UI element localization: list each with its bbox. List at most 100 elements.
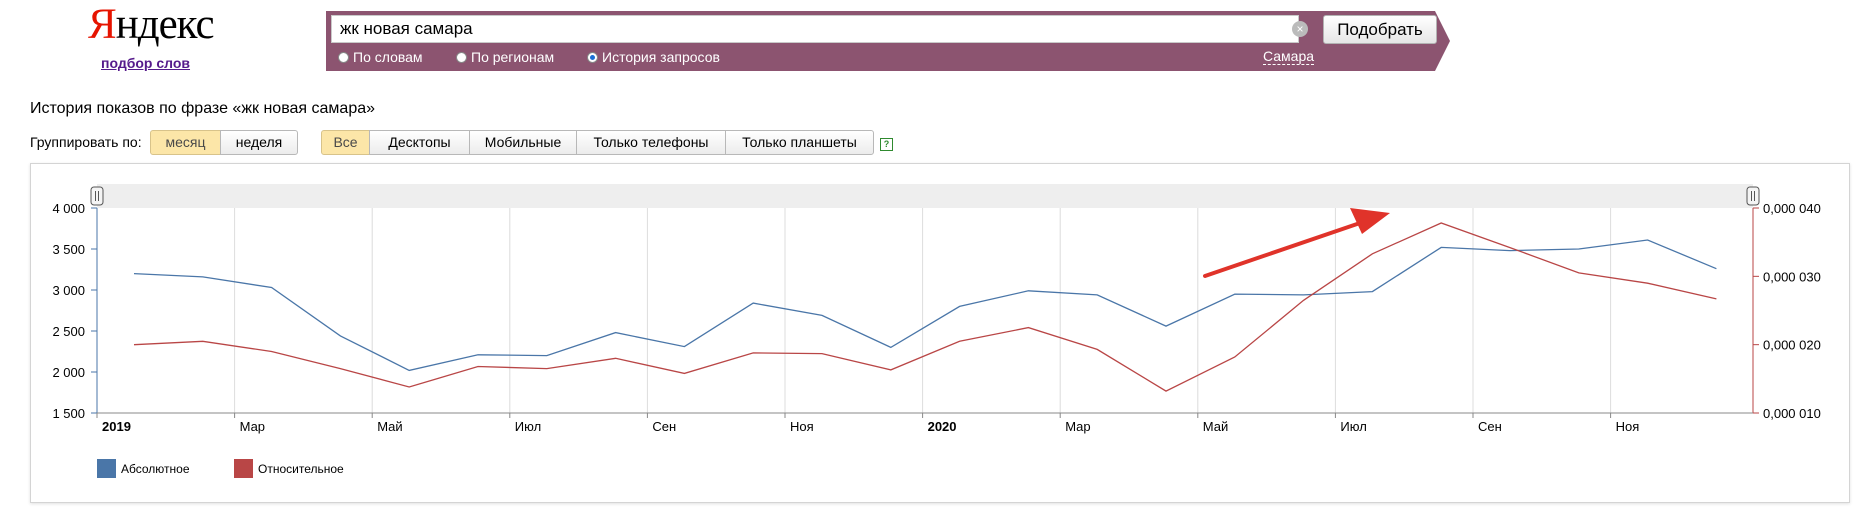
x-tick-label: Ноя xyxy=(790,419,814,434)
absolute-point xyxy=(338,334,342,338)
search-button[interactable]: Подобрать xyxy=(1323,15,1437,44)
range-navigator[interactable] xyxy=(97,184,1753,208)
relative-point xyxy=(1508,246,1512,250)
series-relative-line xyxy=(133,222,1717,392)
left-tick-label: 1 500 xyxy=(52,406,85,421)
relative-point xyxy=(958,339,962,343)
series-points xyxy=(132,221,1718,393)
relative-point xyxy=(1370,252,1374,256)
group-week-button[interactable]: неделя xyxy=(220,130,298,155)
group-month-button[interactable]: месяц xyxy=(150,130,221,155)
absolute-point xyxy=(407,368,411,372)
x-tick-label: Сен xyxy=(652,419,676,434)
device-tablets-button[interactable]: Только планшеты xyxy=(725,130,874,155)
absolute-point xyxy=(889,345,893,349)
grouping-label: Группировать по: xyxy=(30,134,142,150)
device-desktop-button[interactable]: Десктопы xyxy=(369,130,470,155)
series-absolute-line xyxy=(133,239,1717,372)
absolute-point xyxy=(751,301,755,305)
relative-point xyxy=(407,385,411,389)
left-tick-label: 2 000 xyxy=(52,365,85,380)
absolute-point xyxy=(1164,324,1168,328)
range-handle-right[interactable] xyxy=(1746,186,1760,206)
mode-by-regions-radio[interactable]: По регионам xyxy=(456,49,554,65)
left-tick-label: 3 500 xyxy=(52,242,85,257)
absolute-point xyxy=(1302,293,1306,297)
device-phones-button[interactable]: Только телефоны xyxy=(576,130,726,155)
radio-label: По регионам xyxy=(471,49,555,65)
right-tick-label: 0,000 030 xyxy=(1763,269,1821,284)
chart-frame xyxy=(30,163,1850,503)
annotation-arrow xyxy=(1203,208,1390,278)
x-tick-label: Июл xyxy=(1340,419,1366,434)
absolute-point xyxy=(614,331,618,335)
absolute-point xyxy=(1646,238,1650,242)
relative-point xyxy=(1164,389,1168,393)
legend-relative-swatch xyxy=(234,459,253,478)
radio-label: По словам xyxy=(353,49,423,65)
page-title: История показов по фразе «жк новая самар… xyxy=(30,100,376,117)
x-tick-label: Ноя xyxy=(1616,419,1640,434)
left-tick-label: 4 000 xyxy=(52,201,85,216)
absolute-point xyxy=(201,275,205,279)
absolute-point xyxy=(958,304,962,308)
relative-point xyxy=(545,367,549,371)
legend-absolute-swatch xyxy=(97,459,116,478)
region-link[interactable]: Самара xyxy=(1263,48,1315,65)
x-tick-label: 2019 xyxy=(102,419,131,434)
radio-dot-checked xyxy=(587,51,598,63)
absolute-point xyxy=(270,286,274,290)
grid-lines xyxy=(234,208,1612,413)
logo-first-letter: Я xyxy=(88,1,117,48)
mode-by-words-radio[interactable]: По словам xyxy=(338,49,423,65)
relative-point xyxy=(682,371,686,375)
radio-dot xyxy=(338,51,349,63)
relative-point xyxy=(751,351,755,355)
right-tick-label: 0,000 010 xyxy=(1763,406,1821,421)
relative-point xyxy=(1095,347,1099,351)
absolute-point xyxy=(1577,247,1581,251)
absolute-point xyxy=(132,272,136,276)
x-axis-ticks: 2019 Мар Май Июл Сен Ноя 2020 Мар Май Июл Сен Ноя xyxy=(96,413,1640,434)
relative-point xyxy=(201,339,205,343)
relative-point xyxy=(132,343,136,347)
absolute-point xyxy=(1026,289,1030,293)
relative-point xyxy=(889,368,893,372)
relative-point xyxy=(1233,355,1237,359)
relative-point xyxy=(270,350,274,354)
yandex-logo[interactable]: Яндекс xyxy=(88,0,215,49)
relative-point xyxy=(1577,271,1581,275)
legend: Абсолютное Относительное xyxy=(97,459,344,478)
radio-label: История запросов xyxy=(602,49,720,65)
x-tick-label: Мар xyxy=(1065,419,1090,434)
right-tick-label: 0,000 040 xyxy=(1763,201,1821,216)
absolute-point xyxy=(545,354,549,358)
search-panel-arrow xyxy=(1435,11,1450,71)
range-handle-left[interactable] xyxy=(90,186,104,206)
relative-point xyxy=(1302,298,1306,302)
x-tick-label: 2020 xyxy=(928,419,957,434)
legend-absolute-label: Абсолютное xyxy=(121,462,190,476)
absolute-point xyxy=(1233,292,1237,296)
search-input[interactable]: жк новая самара xyxy=(331,15,1299,43)
clear-icon[interactable]: × xyxy=(1292,21,1308,37)
mode-history-radio[interactable]: История запросов xyxy=(587,49,720,65)
left-tick-label: 2 500 xyxy=(52,324,85,339)
relative-point xyxy=(820,352,824,356)
device-mobile-button[interactable]: Мобильные xyxy=(469,130,577,155)
absolute-point xyxy=(1370,290,1374,294)
relative-point xyxy=(338,367,342,371)
help-icon[interactable]: ? xyxy=(880,138,893,151)
right-axis-ticks: 0,000 010 0,000 020 0,000 030 0,000 040 xyxy=(1753,201,1821,421)
device-all-button[interactable]: Все xyxy=(321,130,370,155)
relative-point xyxy=(1026,326,1030,330)
absolute-point xyxy=(682,345,686,349)
x-tick-label: Май xyxy=(377,419,402,434)
x-tick-label: Июл xyxy=(515,419,541,434)
logo-rest: ндекс xyxy=(115,1,215,48)
wordstat-link[interactable]: подбор слов xyxy=(101,55,191,71)
relative-point xyxy=(476,365,480,369)
x-tick-label: Май xyxy=(1203,419,1228,434)
x-tick-label: Сен xyxy=(1478,419,1502,434)
